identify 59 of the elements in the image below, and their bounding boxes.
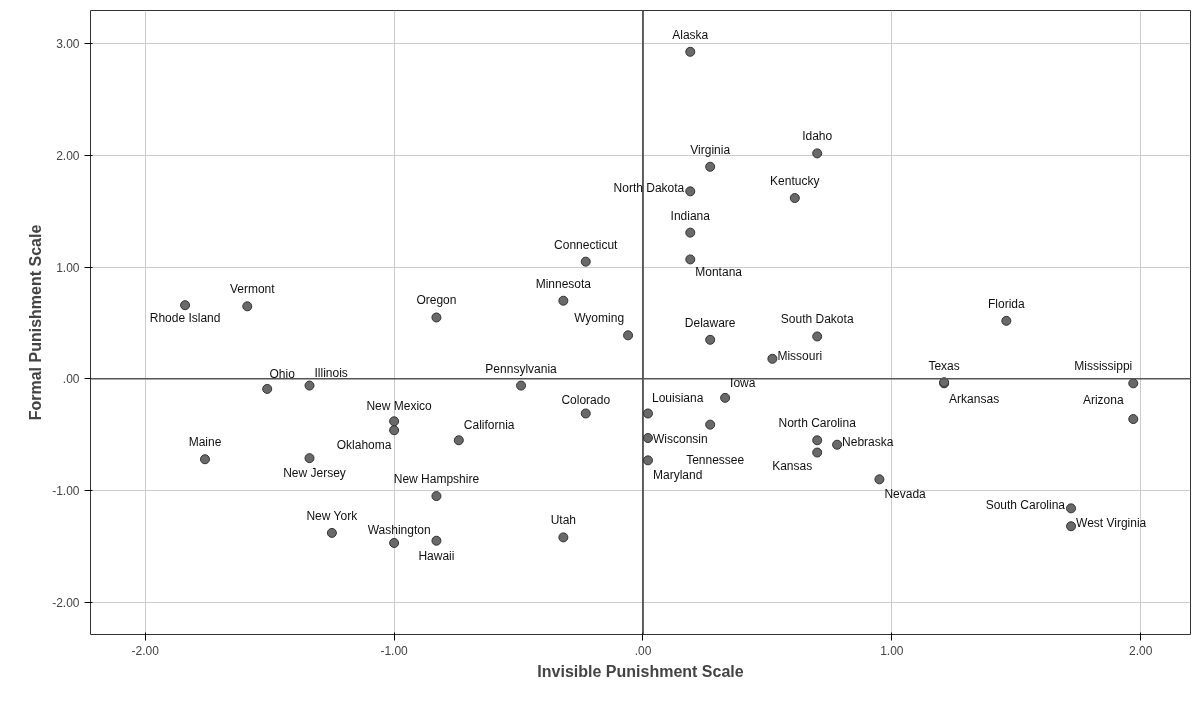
data-label: New Hampshire (393, 472, 480, 487)
data-label: Mississippi (1074, 359, 1133, 374)
data-label: Ohio (269, 366, 296, 381)
data-label: Maine (188, 435, 222, 450)
data-label: Virginia (690, 142, 731, 157)
data-label: South Dakota (780, 312, 854, 327)
data-label: Missouri (777, 348, 823, 363)
data-label: New York (306, 508, 359, 523)
y-tick-label: -1.00 (52, 484, 80, 498)
data-label: Arizona (1082, 393, 1124, 408)
data-label: Idaho (802, 129, 833, 144)
data-label: Montana (695, 265, 743, 280)
data-label: Texas (928, 359, 960, 374)
data-label: Colorado (561, 393, 611, 408)
data-label: Oklahoma (336, 438, 392, 453)
data-label: New Jersey (283, 466, 346, 481)
data-label: North Carolina (778, 416, 857, 431)
data-label: Minnesota (535, 276, 592, 291)
y-axis-title: Formal Punishment Scale (27, 224, 45, 421)
data-label: Connecticut (554, 237, 619, 252)
data-label: Florida (988, 296, 1025, 311)
data-label: Tennessee (686, 452, 745, 467)
data-label: Maryland (652, 468, 703, 483)
data-label: Delaware (684, 315, 736, 330)
data-label: Iowa (730, 375, 756, 390)
data-label: New Mexico (366, 399, 433, 414)
data-label: Kentucky (770, 174, 820, 189)
data-label: Rhode Island (149, 311, 221, 326)
x-tick-label: .00 (634, 643, 652, 658)
y-tick-label: 2.00 (56, 149, 80, 164)
x-tick-label: 1.00 (880, 643, 904, 658)
data-label: Kansas (772, 458, 813, 473)
y-tick-label: -2.00 (52, 595, 80, 610)
data-label: Louisiana (651, 391, 704, 406)
data-label: Wisconsin (652, 432, 708, 447)
data-label: Alaska (672, 27, 709, 42)
data-label: Pennsylvania (485, 361, 558, 376)
data-label: Nebraska (842, 434, 894, 449)
x-tick-label: -1.00 (380, 643, 409, 658)
data-label: Oregon (416, 293, 457, 308)
data-label: Illinois (314, 365, 348, 380)
y-tick-label: .00 (62, 372, 80, 387)
data-label: Washington (367, 522, 431, 537)
x-tick-label: 2.00 (1129, 643, 1153, 658)
data-label: California (463, 418, 515, 433)
data-label: Indiana (670, 208, 711, 223)
data-label: Arkansas (949, 392, 1000, 407)
y-tick-label: 3.00 (56, 37, 80, 52)
data-label: Hawaii (418, 548, 455, 563)
data-label: Utah (550, 513, 577, 528)
data-label: North Dakota (613, 181, 685, 196)
data-label: Wyoming (574, 311, 625, 326)
data-label: South Carolina (985, 498, 1066, 513)
data-label: Vermont (229, 282, 276, 297)
x-tick-label: -2.00 (131, 643, 160, 658)
x-axis-title: Invisible Punishment Scale (537, 662, 744, 680)
data-label: West Virginia (1076, 516, 1147, 531)
y-tick-label: 1.00 (56, 260, 80, 275)
data-label: Nevada (884, 487, 927, 502)
